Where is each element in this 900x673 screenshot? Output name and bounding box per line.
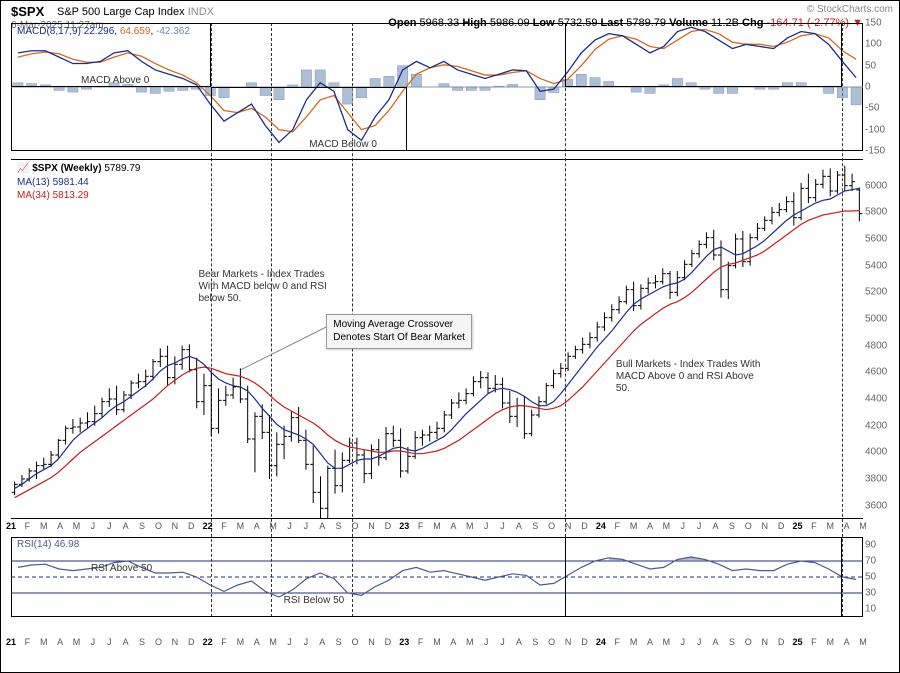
macd-ytick: 0 (865, 82, 871, 93)
price-ytick: 5200 (865, 287, 887, 298)
price-ytick: 5800 (865, 207, 887, 218)
rsi-ytick: 90 (865, 540, 876, 551)
macd-ytick: 50 (865, 60, 876, 71)
rsi-ytick: 30 (865, 588, 876, 599)
price-ytick: 3800 (865, 474, 887, 485)
macd-ytick: -150 (865, 146, 885, 157)
price-ytick: 5600 (865, 234, 887, 245)
rsi-ytick: 10 (865, 604, 876, 615)
rsi-ann-above: RSI Above 50 (91, 563, 152, 575)
price-ytick: 5400 (865, 260, 887, 271)
rsi-ytick: 50 (865, 572, 876, 583)
price-ytick: 6000 (865, 180, 887, 191)
x-axis: 21FMAMJJASOND22FMAMJJASOND23FMAMJJASOND2… (11, 637, 863, 651)
price-ytick: 4400 (865, 394, 887, 405)
name: S&P 500 Large Cap Index (57, 6, 185, 18)
price-ytick: 4000 (865, 447, 887, 458)
macd-ytick: 150 (865, 18, 882, 29)
symbol: $SPX (11, 4, 44, 19)
rsi-label: RSI(14) (17, 539, 51, 550)
rsi-ann-below: RSI Below 50 (284, 595, 345, 607)
macd-box-above (565, 23, 842, 87)
bear-annotation: Bear Markets - Index TradesWith MACD bel… (198, 269, 378, 305)
macd-ytick: -50 (865, 103, 879, 114)
price-ytick: 4800 (865, 340, 887, 351)
rsi-box (565, 537, 842, 617)
attribution: © StockCharts.com (807, 4, 893, 15)
sectype: INDX (188, 6, 214, 18)
rsi-ytick: 70 (865, 556, 876, 567)
price-ytick: 3600 (865, 500, 887, 511)
macd-ytick: 100 (865, 39, 882, 50)
macd-ytick: -100 (865, 124, 885, 135)
x-axis: 21FMAMJJASOND22FMAMJJASOND23FMAMJJASOND2… (11, 521, 863, 535)
price-legend: 📈 $SPX (Weekly) 5789.79MA(13) 5981.44MA(… (17, 162, 140, 203)
crossover-callout: Moving Average CrossoverDenotes Start Of… (326, 314, 472, 349)
price-ytick: 5000 (865, 314, 887, 325)
price-ytick: 4200 (865, 420, 887, 431)
price-ytick: 4600 (865, 367, 887, 378)
macd-ann-above: MACD Above 0 (81, 75, 149, 87)
bull-annotation: Bull Markets - Index Trades WithMACD Abo… (616, 359, 816, 395)
macd-ann-below: MACD Below 0 (309, 139, 377, 151)
